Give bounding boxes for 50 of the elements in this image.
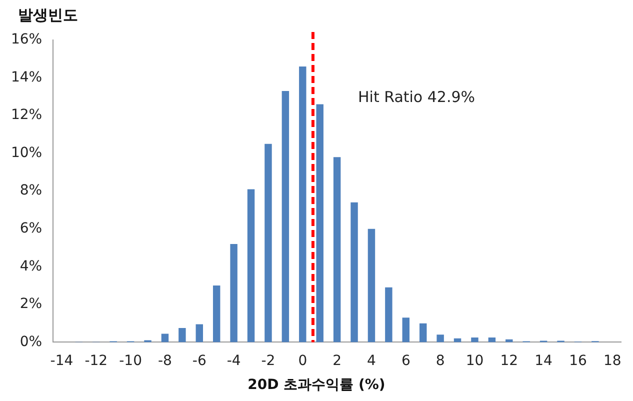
bar xyxy=(196,324,204,342)
bar xyxy=(436,334,444,342)
bar xyxy=(212,286,220,342)
x-tick-label: -14 xyxy=(50,353,74,370)
x-tick-label: 6 xyxy=(401,353,410,370)
y-tick-label: 0% xyxy=(20,334,42,350)
x-tick-label: 12 xyxy=(500,353,518,370)
x-tick-label: -6 xyxy=(192,353,206,370)
x-tick-label: 8 xyxy=(436,353,445,370)
bar xyxy=(385,287,392,342)
bar xyxy=(247,189,255,342)
y-tick-label: 6% xyxy=(20,220,42,237)
x-tick-label: 16 xyxy=(569,353,587,370)
x-tick-label: 0 xyxy=(298,353,308,370)
bar xyxy=(299,66,306,342)
x-tick-label: 2 xyxy=(332,353,342,370)
bar xyxy=(471,337,478,342)
y-tick-label: 12% xyxy=(10,107,42,124)
y-tick-label: 10% xyxy=(10,144,42,161)
y-axis-title: 발생빈도 xyxy=(18,6,78,25)
bar xyxy=(230,244,238,342)
y-tick-label: 8% xyxy=(20,182,42,199)
bar xyxy=(178,328,186,342)
x-tick-label: 4 xyxy=(367,353,376,370)
bar xyxy=(454,338,462,342)
x-tick-label: 14 xyxy=(534,353,553,370)
x-tick-label: 10 xyxy=(466,353,484,370)
bar xyxy=(316,104,324,342)
bar xyxy=(161,334,169,342)
y-tick-label: 2% xyxy=(20,296,42,312)
y-tick-label: 14% xyxy=(10,69,42,86)
x-tick-label: 18 xyxy=(603,353,622,370)
bar xyxy=(506,339,513,342)
bar xyxy=(488,337,496,342)
bar xyxy=(419,323,427,342)
y-tick-label: 16% xyxy=(10,32,42,48)
x-tick-label: -10 xyxy=(119,353,142,370)
bar xyxy=(333,157,341,342)
annotation: Hit Ratio 42.9% xyxy=(358,88,476,106)
y-tick-label: 4% xyxy=(20,258,42,274)
bar xyxy=(282,90,290,342)
bar xyxy=(264,144,272,342)
bar xyxy=(402,318,410,342)
bar xyxy=(350,202,358,342)
x-tick-label: -12 xyxy=(84,353,108,370)
x-tick-label: -4 xyxy=(226,353,241,370)
x-tick-label: -2 xyxy=(261,353,276,370)
x-axis-title: 20D 초과수익률 (%) xyxy=(246,376,386,394)
bar xyxy=(368,228,376,342)
x-tick-label: -8 xyxy=(158,353,172,370)
